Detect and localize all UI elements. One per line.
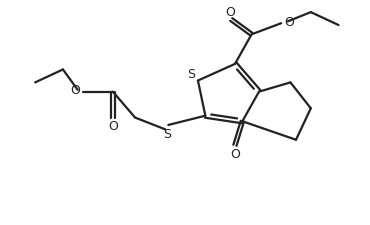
Text: O: O — [70, 84, 80, 97]
Text: O: O — [285, 16, 294, 29]
Text: S: S — [163, 127, 171, 140]
Text: O: O — [108, 120, 118, 133]
Text: O: O — [230, 147, 240, 160]
Text: O: O — [226, 6, 235, 19]
Text: S: S — [187, 68, 195, 81]
